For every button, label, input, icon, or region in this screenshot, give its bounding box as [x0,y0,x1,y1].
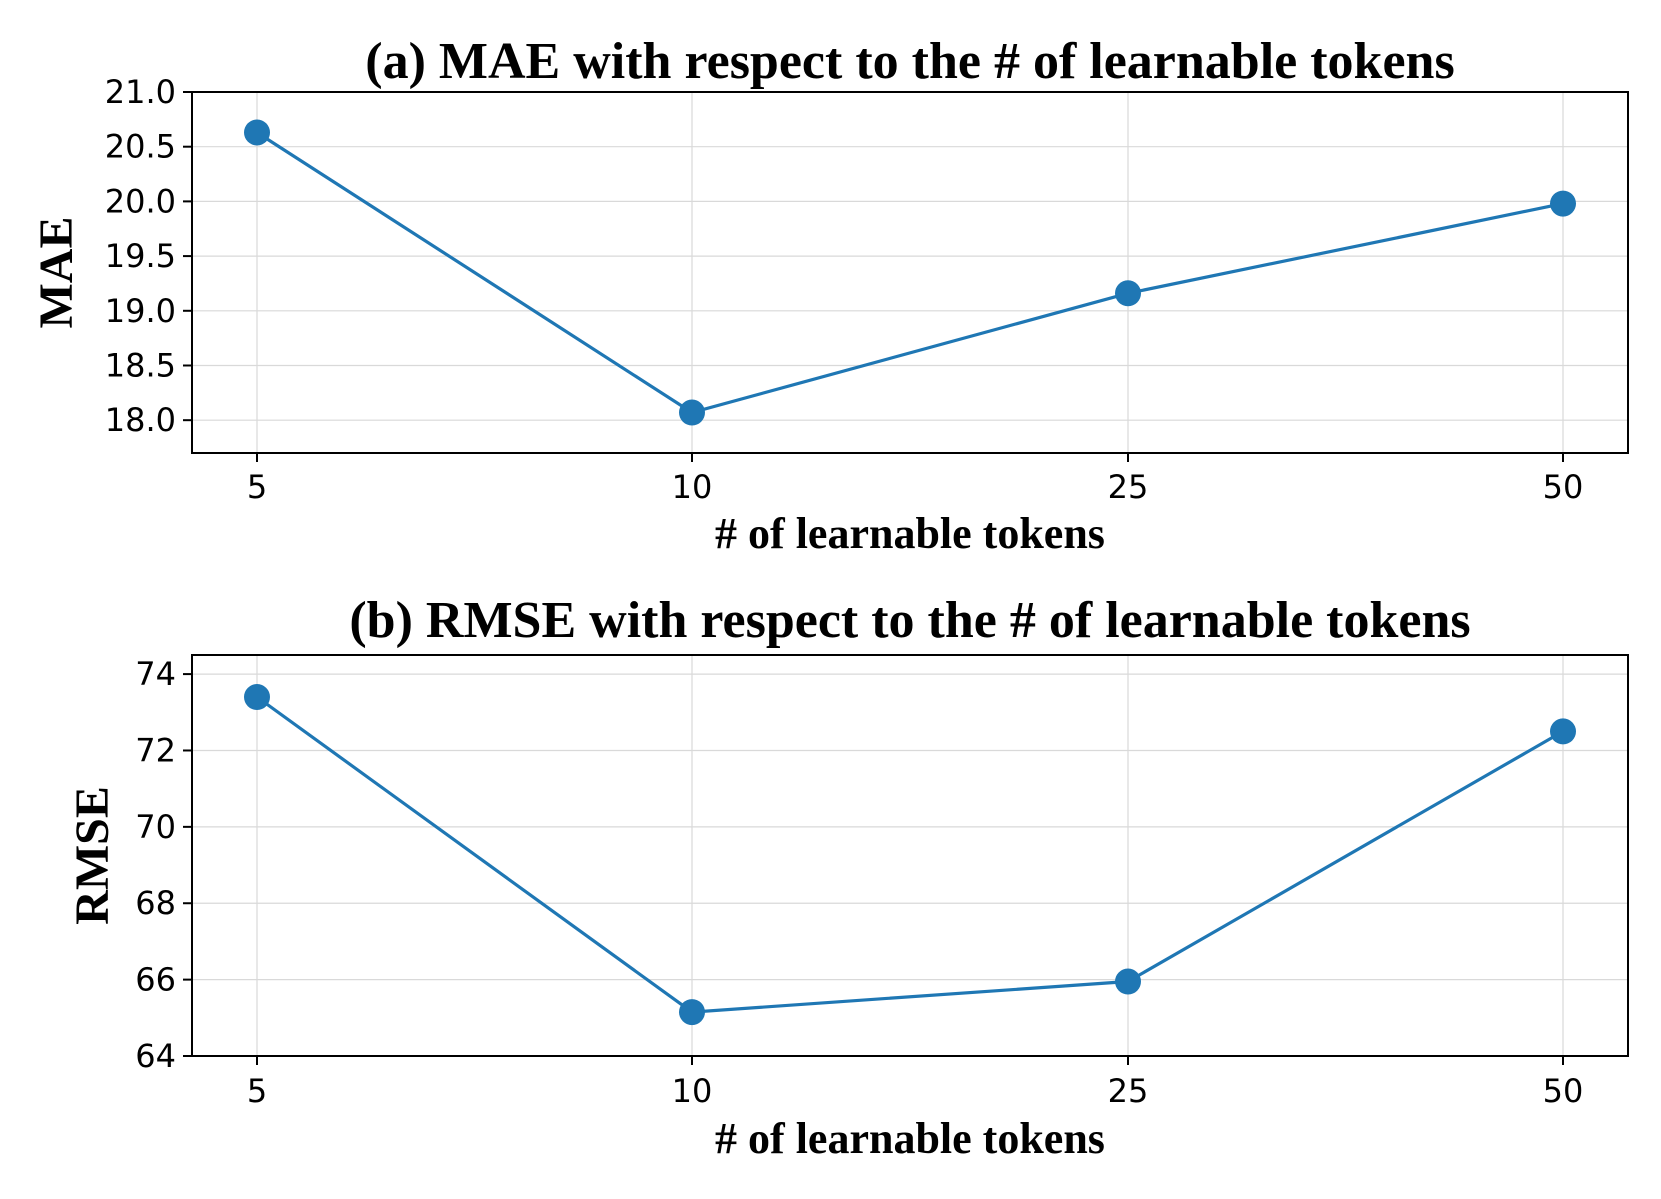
x-axis-label: # of learnable tokens [715,1114,1105,1163]
data-point-10 [679,999,705,1026]
data-point-50 [1550,190,1576,217]
y-tick-label: 19.5 [105,237,176,275]
x-tick-label: 10 [672,1072,713,1110]
chart-panel-2: 64 66 68 70 72 74 5 10 25 50 (b) RMSE with respect… [66,592,1629,1163]
chart-title: (a) MAE with respect to the # of learnab… [365,33,1454,90]
x-tick-label: 10 [672,468,713,506]
y-tick-label: 19.0 [105,292,176,330]
y-tick-label: 20.0 [105,182,176,220]
data-point-5 [244,119,270,146]
y-tick-label: 70 [135,808,176,846]
y-tick-label: 21.0 [105,73,176,111]
x-tick-label: 5 [247,1072,267,1110]
x-axis-label: # of learnable tokens [715,509,1105,558]
data-point-25 [1115,280,1141,307]
x-tick-label: 5 [247,468,267,506]
y-tick-label: 66 [135,961,176,999]
data-point-10 [679,399,705,426]
x-tick-label: 25 [1108,1072,1149,1110]
data-point-5 [244,684,270,711]
y-tick-label: 18.5 [105,346,176,384]
y-tick-label: 72 [135,731,176,769]
y-tick-label: 74 [135,655,176,693]
x-tick-label: 50 [1543,1072,1584,1110]
chart-title: (b) RMSE with respect to the # of learna… [349,592,1470,649]
x-tick-label: 50 [1543,468,1584,506]
chart-panel-1: 18.0 18.5 19.0 19.5 20.0 20.5 21.0 5 10 25 50 (a) M… [30,33,1629,558]
y-tick-label: 64 [135,1037,176,1075]
y-tick-label: 18.0 [105,401,176,439]
series-line [256,695,1564,1014]
data-point-25 [1115,968,1141,995]
y-tick-label: 20.5 [105,128,176,166]
y-axis-label: MAE [30,217,83,329]
plot-frame [191,654,1629,1057]
y-tick-label: 68 [135,884,176,922]
series-line [256,131,1564,415]
data-point-50 [1550,718,1576,745]
y-axis-label: RMSE [66,786,119,925]
plot-frame [191,91,1629,454]
x-tick-label: 25 [1108,468,1149,506]
